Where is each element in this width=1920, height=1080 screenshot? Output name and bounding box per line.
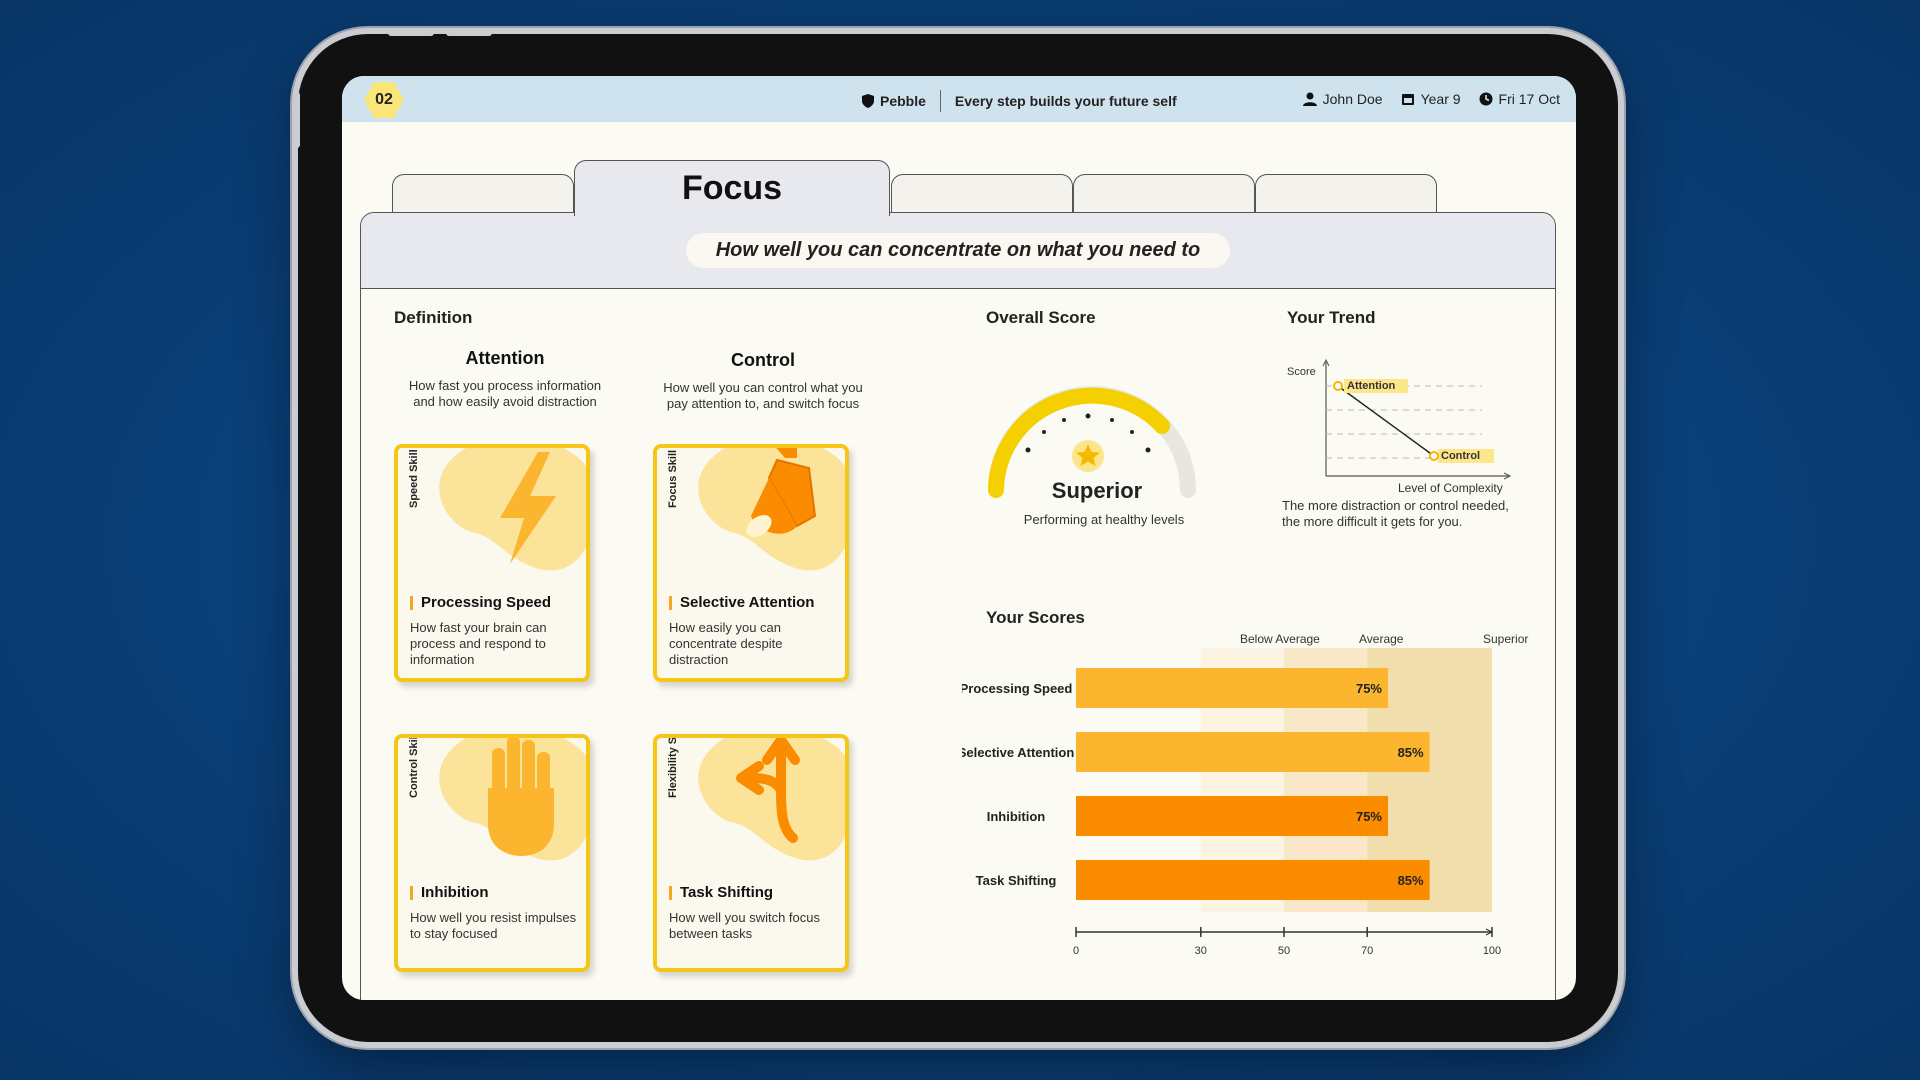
bar (1076, 668, 1388, 708)
skill-card-task-shifting[interactable]: Flexibility Skill Task Shifting How well… (653, 734, 849, 972)
skill-tag: Speed Skill (408, 449, 420, 508)
attention-title: Attention (465, 348, 545, 368)
band-label-superior: Superior (1483, 632, 1529, 646)
bar-label: Inhibition (987, 809, 1046, 824)
skill-desc: How easily you can concentrate despite d… (669, 620, 783, 667)
bar-label: Selective Attention (962, 745, 1074, 760)
control-desc: How well you can control what you pay at… (663, 380, 863, 411)
skill-name: Inhibition (410, 885, 488, 900)
divider (939, 90, 941, 112)
year-info: Year 9 (1401, 91, 1461, 107)
lightning-icon (439, 448, 586, 571)
trend-note: The more distraction or control needed, … (1282, 498, 1509, 529)
bar (1076, 796, 1388, 836)
tab-3[interactable] (891, 174, 1073, 216)
bar-value-label: 75% (1356, 681, 1382, 696)
overall-note: Performing at healthy levels (1023, 512, 1185, 527)
overall-score-title: Overall Score (986, 308, 1096, 327)
skill-desc: How fast your brain can process and resp… (410, 620, 547, 667)
spotlight-icon (698, 448, 845, 571)
skill-tag: Focus Skill (667, 449, 679, 508)
trend-x-label: Level of Complexity (1398, 481, 1503, 495)
trend-point-control: Control (1441, 450, 1481, 462)
trend-title: Your Trend (1287, 308, 1376, 327)
skill-tag: Flexibility Skill (667, 734, 679, 798)
tab-1[interactable] (392, 174, 574, 216)
score-gauge (988, 386, 1196, 498)
app-screen: 02 Pebble Every step builds your future … (342, 76, 1576, 1000)
hand-stop-icon (439, 738, 586, 861)
tab-focus[interactable]: Focus (574, 160, 890, 216)
tablet-button (446, 30, 492, 36)
x-tick-label: 0 (1073, 945, 1079, 957)
skill-tag: Control Skill (408, 734, 420, 798)
skill-name: Task Shifting (669, 885, 773, 900)
trend-chart (1322, 358, 1512, 480)
x-tick-label: 100 (1483, 945, 1501, 957)
bar-label: Processing Speed (962, 681, 1072, 696)
user-info: John Doe Year 9 Fri 17 Oct (1302, 91, 1560, 107)
bar (1076, 732, 1430, 772)
skill-name: Processing Speed (410, 595, 551, 610)
bar-label: Task Shifting (976, 873, 1057, 888)
bar-value-label: 85% (1398, 745, 1424, 760)
star-icon (1076, 444, 1100, 466)
year-label: Year 9 (1420, 91, 1461, 107)
brand-name: Pebble (880, 93, 926, 109)
clock-icon (1479, 92, 1493, 106)
scores-bar-chart: Processing Speed 75% Selective Attention 85… (962, 648, 1501, 957)
x-tick-label: 50 (1278, 945, 1290, 957)
shield-icon (862, 94, 874, 108)
split-arrow-icon (698, 738, 845, 861)
trend-point-attention: Attention (1347, 380, 1396, 392)
brand: Pebble Every step builds your future sel… (862, 90, 1177, 112)
skill-card-inhibition[interactable]: Control Skill Inhibition How well you re… (394, 734, 590, 972)
x-tick-label: 70 (1361, 945, 1373, 957)
user-icon (1302, 92, 1317, 106)
tab-4[interactable] (1073, 174, 1255, 216)
page-number-badge: 02 (364, 82, 404, 118)
bar-value-label: 85% (1398, 873, 1424, 888)
panel-header: How well you can concentrate on what you… (361, 213, 1555, 289)
bar (1076, 860, 1430, 900)
date-info: Fri 17 Oct (1479, 91, 1560, 107)
skill-card-processing-speed[interactable]: Speed Skill Processing Speed How fast yo… (394, 444, 590, 682)
x-tick-label: 30 (1195, 945, 1207, 957)
tablet-button (388, 30, 434, 36)
tablet-button (294, 92, 300, 148)
control-title: Control (731, 350, 795, 370)
scores-title: Your Scores (986, 608, 1085, 627)
skill-name: Selective Attention (669, 595, 814, 610)
attention-desc: How fast you process information and how… (408, 378, 602, 409)
band-label-average: Average (1359, 632, 1404, 646)
bar-value-label: 75% (1356, 809, 1382, 824)
user-name: John Doe (1322, 91, 1383, 107)
date-label: Fri 17 Oct (1498, 91, 1560, 107)
user-menu[interactable]: John Doe (1302, 91, 1383, 107)
band-label-below-average: Below Average (1240, 632, 1320, 646)
overall-level: Superior (1051, 478, 1143, 503)
calendar-icon (1401, 94, 1414, 105)
tagline: Every step builds your future self (954, 93, 1177, 109)
definition-title: Definition (394, 308, 473, 327)
trend-y-label: Score (1287, 366, 1316, 378)
skill-desc: How well you switch focus between tasks (669, 910, 820, 941)
top-bar: 02 Pebble Every step builds your future … (342, 76, 1576, 122)
skill-card-selective-attention[interactable]: Focus Skill Selective Attention How easi… (653, 444, 849, 682)
tab-5[interactable] (1255, 174, 1437, 216)
skill-desc: How well you resist impulses to stay foc… (410, 910, 577, 941)
focus-subtitle: How well you can concentrate on what you… (685, 233, 1231, 268)
